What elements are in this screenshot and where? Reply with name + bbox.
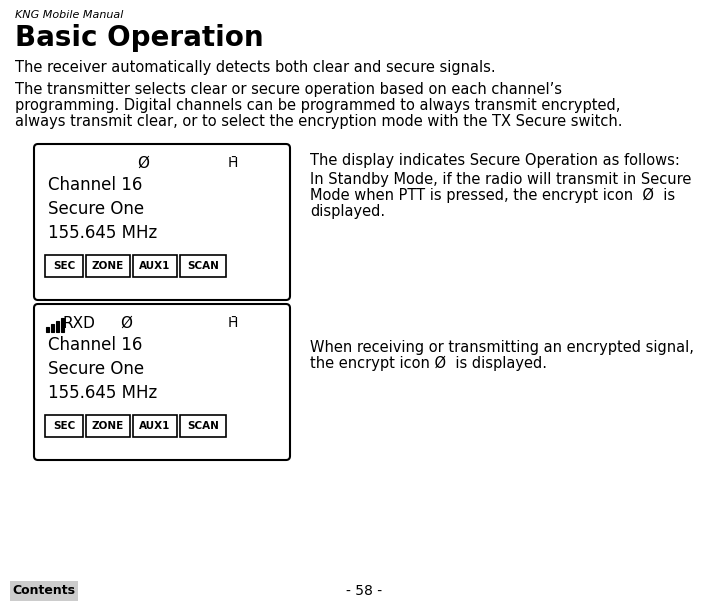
FancyBboxPatch shape [180,255,226,277]
Text: H̄: H̄ [228,316,238,330]
Text: KNG Mobile Manual: KNG Mobile Manual [15,10,123,20]
Text: displayed.: displayed. [310,204,385,219]
Text: The transmitter selects clear or secure operation based on each channel’s: The transmitter selects clear or secure … [15,82,562,97]
Text: always transmit clear, or to select the encryption mode with the TX Secure switc: always transmit clear, or to select the … [15,114,622,129]
Bar [56,321,59,332]
Text: Secure One: Secure One [48,200,144,218]
Text: Basic Operation: Basic Operation [15,24,264,52]
Text: Secure One: Secure One [48,360,144,378]
FancyBboxPatch shape [34,304,290,460]
Text: SEC: SEC [53,261,75,271]
Text: SEC: SEC [53,421,75,431]
FancyBboxPatch shape [133,415,177,437]
Text: RXD: RXD [62,316,95,331]
Bar [51,324,54,332]
Text: When receiving or transmitting an encrypted signal,: When receiving or transmitting an encryp… [310,340,694,355]
FancyBboxPatch shape [86,255,130,277]
Text: Channel 16: Channel 16 [48,336,143,354]
Text: H̄: H̄ [228,156,238,170]
Text: The receiver automatically detects both clear and secure signals.: The receiver automatically detects both … [15,60,496,75]
Text: programming. Digital channels can be programmed to always transmit encrypted,: programming. Digital channels can be pro… [15,98,620,113]
Text: ZONE: ZONE [92,261,124,271]
Bar [46,327,49,332]
Text: Contents: Contents [12,584,76,598]
Text: SCAN: SCAN [187,261,219,271]
FancyBboxPatch shape [45,255,83,277]
Text: In Standby Mode, if the radio will transmit in Secure: In Standby Mode, if the radio will trans… [310,172,692,187]
Bar [10,581,78,601]
Text: AUX1: AUX1 [139,421,170,431]
Text: The display indicates Secure Operation as follows:: The display indicates Secure Operation a… [310,153,680,168]
FancyBboxPatch shape [180,415,226,437]
FancyBboxPatch shape [86,415,130,437]
FancyBboxPatch shape [45,415,83,437]
FancyBboxPatch shape [133,255,177,277]
Text: 155.645 MHz: 155.645 MHz [48,384,157,402]
Text: - 58 -: - 58 - [346,584,382,598]
Text: the encrypt icon Ø  is displayed.: the encrypt icon Ø is displayed. [310,356,547,371]
Text: Mode when PTT is pressed, the encrypt icon  Ø  is: Mode when PTT is pressed, the encrypt ic… [310,188,675,203]
Text: 155.645 MHz: 155.645 MHz [48,224,157,242]
Text: Ø: Ø [137,156,149,171]
Text: Channel 16: Channel 16 [48,176,143,194]
Text: Ø: Ø [120,316,132,331]
FancyBboxPatch shape [34,144,290,300]
Text: AUX1: AUX1 [139,261,170,271]
Text: ZONE: ZONE [92,421,124,431]
Text: SCAN: SCAN [187,421,219,431]
Bar [61,318,64,332]
